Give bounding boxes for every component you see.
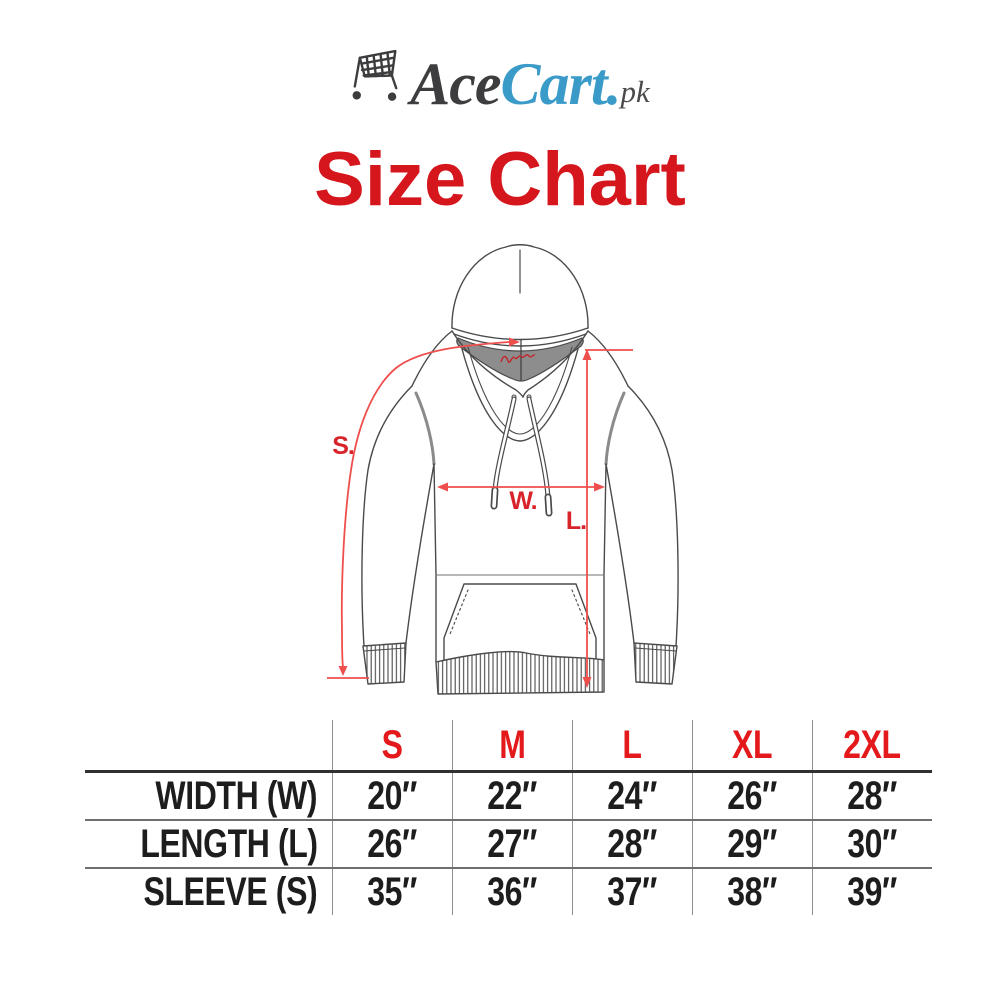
col-header-2xl: 2XL [811,720,932,773]
brand-name-ace: Ace [410,51,501,117]
table-row-width: WIDTH (W) 20″ 22″ 24″ 26″ 28″ [85,771,932,821]
table-row-length: LENGTH (L) 26″ 27″ 28″ 29″ 30″ [85,820,932,869]
table-corner-cell [85,720,332,773]
col-header-s: S [331,720,452,773]
cell-length-s: 26″ [331,820,452,869]
brand-logo: Ace Cart . pk [0,41,1000,117]
length-measure-line [582,349,633,688]
col-header-l: L [571,720,692,773]
hem-band [435,650,605,695]
brand-tld: pk [620,74,650,109]
length-label: L. [566,507,586,535]
row-label-width: WIDTH (W) [85,771,332,821]
cell-width-2xl: 28″ [811,771,932,821]
brand-dot: . [606,51,622,117]
cell-sleeve-xl: 38″ [691,868,812,915]
width-label: W. [509,487,536,515]
size-table: S M L XL 2XL WIDTH (W) 20″ 22″ 24″ 26″ 2… [85,720,932,915]
cell-sleeve-m: 36″ [451,868,572,915]
cell-sleeve-l: 37″ [571,868,692,915]
cell-width-l: 24″ [571,771,692,821]
left-cuff [362,642,407,685]
col-header-m: M [451,720,572,773]
shopping-cart-icon [347,41,410,113]
hoodie-outline [361,244,679,695]
cell-sleeve-2xl: 39″ [811,868,932,915]
cell-length-xl: 29″ [691,820,812,869]
cell-length-l: 28″ [571,820,692,869]
row-label-sleeve: SLEEVE (S) [143,869,318,914]
row-label-length: LENGTH (L) [85,820,332,869]
cell-length-2xl: 30″ [811,820,932,869]
cell-width-xl: 26″ [691,771,812,821]
cell-sleeve-s: 35″ [331,868,452,915]
neck-label-logo [500,354,536,363]
table-row-sleeve: SLEEVE (S) 35″ 36″ 37″ 38″ 39″ [85,868,932,915]
right-cuff [633,642,678,685]
measure-lines [327,337,633,688]
table-header-row: S M L XL 2XL [85,720,932,773]
cell-width-m: 22″ [451,771,572,821]
page-title: Size Chart [314,137,686,222]
col-header-xl: XL [691,720,812,773]
cell-length-m: 27″ [451,820,572,869]
sleeve-label: S. [332,432,354,460]
cell-width-s: 20″ [331,771,452,821]
sleeve-measure-line [327,337,520,679]
width-measure-line [437,482,605,492]
brand-name-cart: Cart [500,51,607,117]
